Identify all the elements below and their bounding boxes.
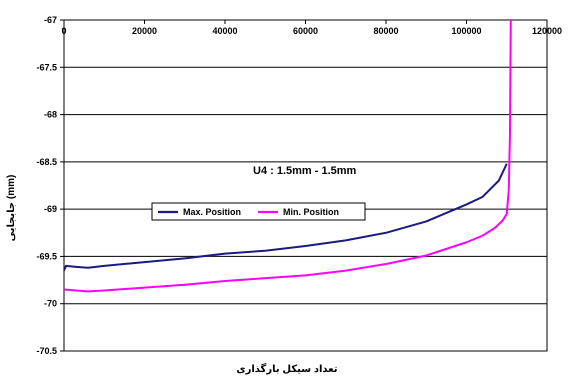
y-tick-label: -70.5 [36,346,57,356]
legend-label-max-position: Max. Position [183,207,241,217]
x-axis-label: تعداد سیکل بارگذاری [236,362,337,375]
y-tick-label: -67 [44,15,57,25]
chart-annotation: U4 : 1.5mm - 1.5mm [253,165,357,177]
x-tick-label: 20000 [132,26,157,36]
y-tick-label: -70 [44,299,57,309]
y-axis-label: (mm) جابجایی [6,175,17,242]
y-tick-label: -69 [44,204,57,214]
series-line-max-position [63,163,508,272]
x-tick-label: 60000 [293,26,318,36]
legend-label-min-position: Min. Position [283,207,339,217]
x-tick-label: 40000 [212,26,237,36]
y-tick-label: -68.5 [36,157,57,167]
y-tick-label: -68 [44,110,57,120]
y-tick-label: -69.5 [36,251,57,261]
series-layer [63,19,512,293]
legend: Max. Position Min. Position [151,202,366,221]
plot-area-frame [63,19,548,352]
axes-layer: -67-67.5-68-68.5-69-69.5-70-70.50 20000 40… [36,15,562,356]
x-tick-label: 100000 [451,26,481,36]
series-line-min-position [63,19,512,293]
y-tick-label: -67.5 [36,62,57,72]
x-tick-label: 80000 [373,26,398,36]
